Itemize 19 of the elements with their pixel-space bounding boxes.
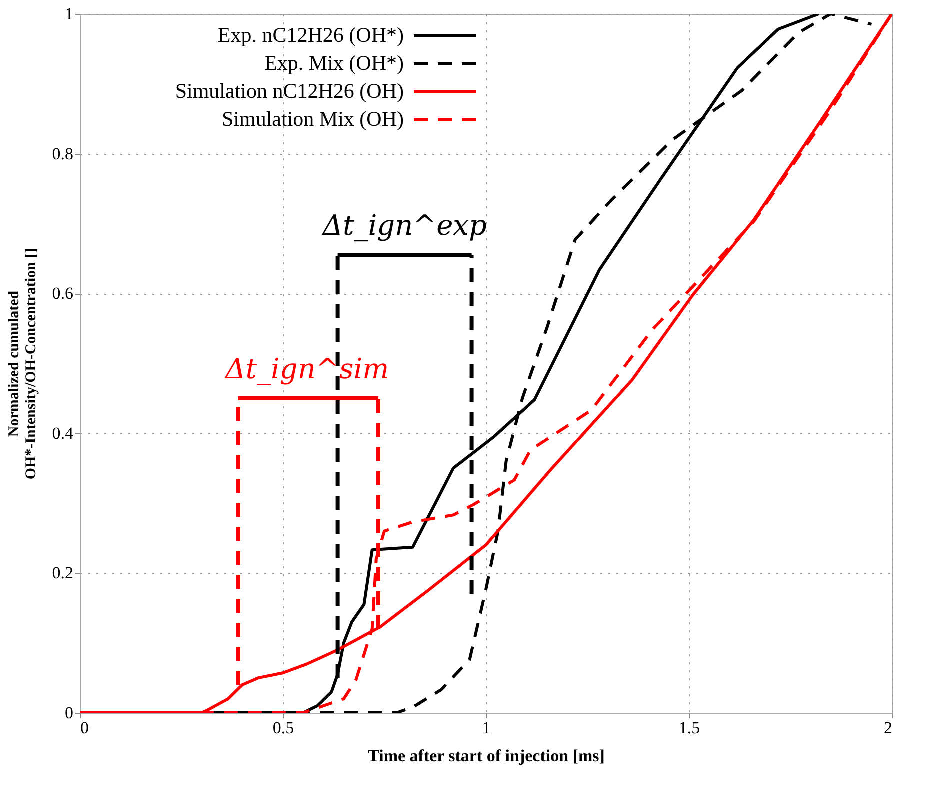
y-tick-label: 0: [65, 704, 74, 722]
y-tick-label: 0.8: [52, 144, 74, 164]
x-tick-label: 0.5: [272, 718, 294, 738]
annotation: Δt_ign^exp: [322, 209, 487, 242]
x-axis-title: Time after start of injection [ms]: [368, 746, 605, 766]
legend-label: Exp. nC12H26 (OH*): [218, 23, 404, 47]
legend-label: Simulation nC12H26 (OH): [175, 79, 404, 103]
y-tick-label: 1: [65, 4, 74, 24]
legend-label: Simulation Mix (OH): [222, 107, 404, 131]
x-tick-label: 1.5: [678, 718, 700, 738]
y-tick-label: 0.2: [52, 564, 74, 583]
x-tick-label: 1: [482, 718, 491, 738]
annotation: Δt_ign^sim: [224, 352, 390, 386]
x-tick-label: 0: [80, 718, 89, 738]
legend-label: Exp. Mix (OH*): [264, 51, 404, 75]
y-tick-label: 0.6: [52, 284, 74, 304]
y-tick-label: 0.4: [52, 424, 74, 443]
x-tick-label: 2: [884, 718, 892, 738]
y-axis-title: Normalized cumulated OH*-Intensity/OH-Concentration []: [6, 248, 40, 480]
